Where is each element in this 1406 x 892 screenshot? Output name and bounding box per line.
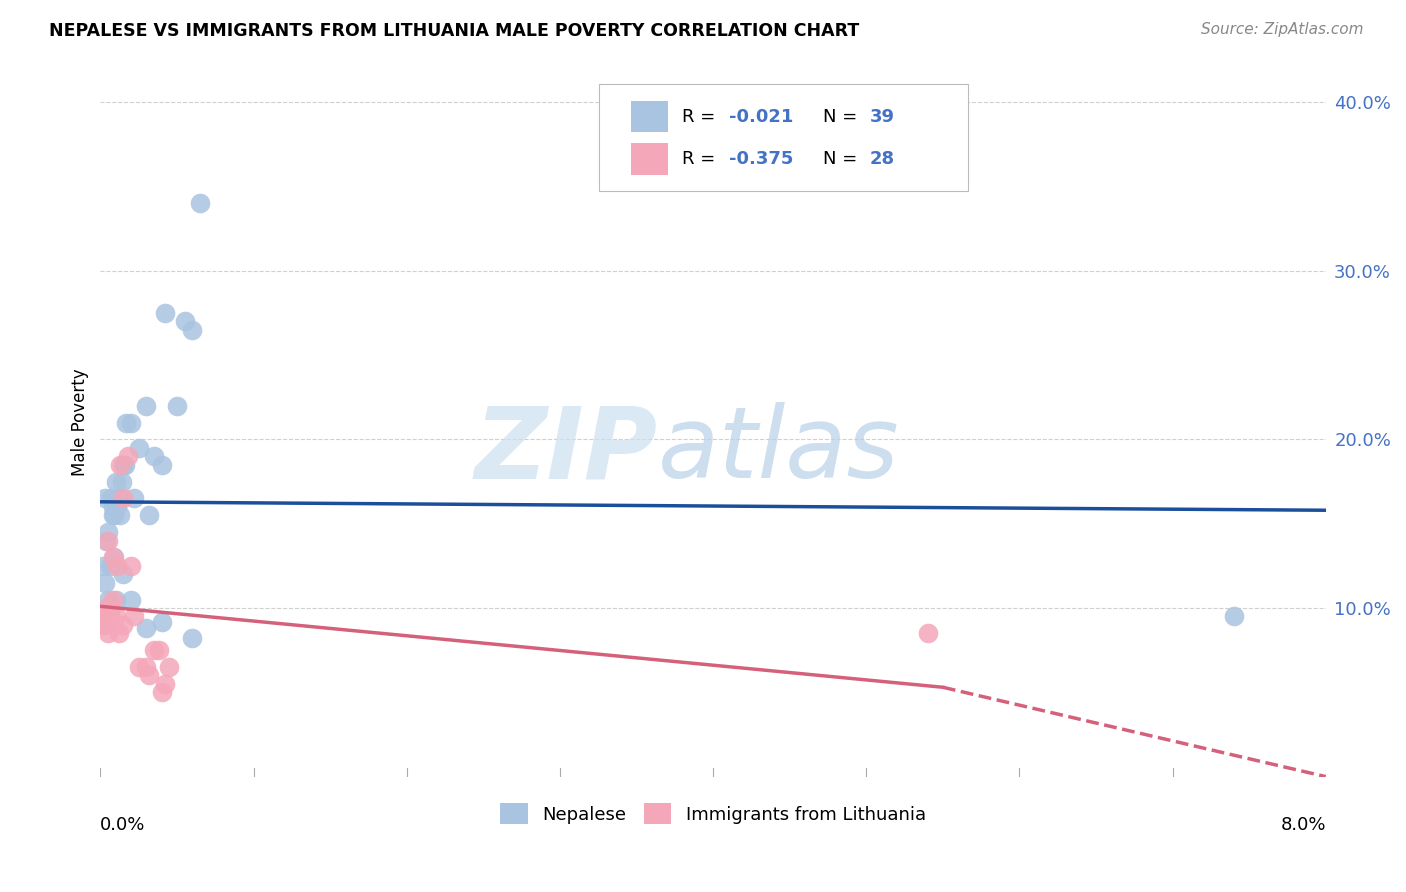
Point — [153, 306, 176, 320]
Point — [98, 609, 121, 624]
Point — [93, 618, 115, 632]
Point — [97, 592, 120, 607]
Point — [94, 575, 117, 590]
Point — [120, 558, 142, 573]
Point — [97, 533, 120, 548]
Point — [166, 399, 188, 413]
Point — [101, 500, 124, 514]
Point — [122, 609, 145, 624]
Text: 39: 39 — [870, 108, 896, 126]
Point — [1223, 609, 1246, 624]
Point — [110, 458, 132, 472]
Legend: Nepalese, Immigrants from Lithuania: Nepalese, Immigrants from Lithuania — [494, 796, 934, 831]
FancyBboxPatch shape — [599, 84, 967, 191]
Point — [143, 643, 166, 657]
Point — [97, 626, 120, 640]
Point — [90, 609, 112, 624]
Point — [97, 525, 120, 540]
Point — [93, 558, 115, 573]
Point — [181, 323, 204, 337]
Point — [104, 609, 127, 624]
Point — [94, 618, 117, 632]
Point — [101, 508, 124, 523]
Point — [135, 660, 157, 674]
Y-axis label: Male Poverty: Male Poverty — [72, 368, 89, 476]
Point — [120, 416, 142, 430]
Point — [112, 618, 135, 632]
Point — [94, 491, 117, 506]
Point — [104, 475, 127, 489]
Point — [100, 491, 122, 506]
Point — [148, 643, 170, 657]
Point — [120, 592, 142, 607]
Point — [104, 592, 127, 607]
Text: NEPALESE VS IMMIGRANTS FROM LITHUANIA MALE POVERTY CORRELATION CHART: NEPALESE VS IMMIGRANTS FROM LITHUANIA MA… — [49, 22, 859, 40]
Point — [150, 458, 173, 472]
Point — [153, 677, 176, 691]
Point — [100, 601, 122, 615]
Point — [110, 508, 132, 523]
Point — [128, 660, 150, 674]
Point — [107, 491, 129, 506]
Point — [135, 621, 157, 635]
Text: N =: N = — [824, 108, 863, 126]
Point — [103, 550, 125, 565]
Text: ZIP: ZIP — [475, 402, 658, 500]
FancyBboxPatch shape — [631, 101, 668, 132]
Point — [112, 458, 135, 472]
Point — [117, 450, 139, 464]
Text: R =: R = — [682, 108, 721, 126]
Point — [173, 314, 195, 328]
Point — [138, 508, 160, 523]
Point — [128, 441, 150, 455]
Text: 0.0%: 0.0% — [100, 815, 146, 833]
FancyBboxPatch shape — [631, 143, 668, 175]
Point — [103, 508, 125, 523]
Point — [917, 626, 939, 640]
Point — [115, 416, 138, 430]
Text: 8.0%: 8.0% — [1281, 815, 1326, 833]
Point — [101, 592, 124, 607]
Point — [105, 558, 128, 573]
Point — [122, 491, 145, 506]
Point — [107, 626, 129, 640]
Text: Source: ZipAtlas.com: Source: ZipAtlas.com — [1201, 22, 1364, 37]
Text: atlas: atlas — [658, 402, 900, 500]
Text: -0.021: -0.021 — [728, 108, 793, 126]
Point — [101, 550, 124, 565]
Point — [181, 632, 204, 646]
Point — [112, 491, 135, 506]
Point — [138, 668, 160, 682]
Text: R =: R = — [682, 150, 721, 168]
Text: N =: N = — [824, 150, 863, 168]
Point — [114, 458, 136, 472]
Point — [96, 601, 118, 615]
Point — [150, 615, 173, 629]
Point — [96, 533, 118, 548]
Text: -0.375: -0.375 — [728, 150, 793, 168]
Text: 28: 28 — [870, 150, 896, 168]
Point — [98, 558, 121, 573]
Point — [150, 685, 173, 699]
Point — [105, 500, 128, 514]
Point — [135, 399, 157, 413]
Point — [112, 567, 135, 582]
Point — [111, 475, 134, 489]
Point — [143, 450, 166, 464]
Point — [157, 660, 180, 674]
Point — [188, 196, 211, 211]
